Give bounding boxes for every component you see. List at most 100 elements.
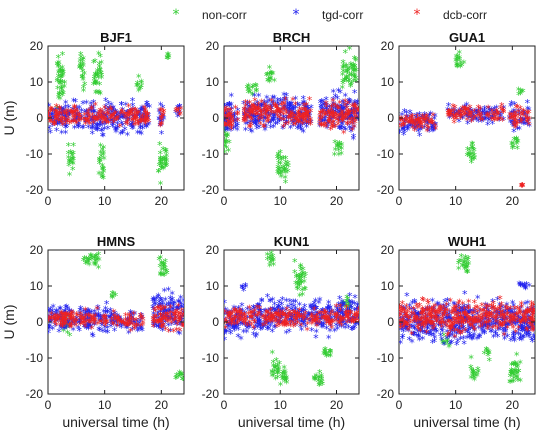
data-point: * bbox=[348, 124, 354, 137]
data-point: * bbox=[247, 97, 253, 110]
data-point: * bbox=[260, 320, 266, 333]
data-point: * bbox=[286, 112, 292, 125]
data-point: * bbox=[97, 325, 103, 338]
data-point: * bbox=[258, 306, 264, 319]
data-point: * bbox=[226, 311, 232, 324]
data-point: * bbox=[97, 110, 103, 123]
data-point: * bbox=[467, 108, 473, 121]
data-point: * bbox=[59, 311, 65, 324]
data-point: * bbox=[314, 312, 320, 325]
data-point: * bbox=[59, 67, 65, 80]
data-point: * bbox=[324, 121, 330, 134]
data-point: * bbox=[446, 312, 452, 325]
data-point: * bbox=[99, 172, 105, 185]
data-point: * bbox=[140, 110, 146, 123]
data-point: * bbox=[482, 110, 488, 123]
data-point: * bbox=[230, 308, 236, 321]
data-point: * bbox=[276, 297, 282, 310]
data-point: * bbox=[160, 298, 166, 311]
data-point: * bbox=[63, 115, 69, 128]
data-point: * bbox=[517, 357, 523, 370]
data-point: * bbox=[449, 106, 455, 119]
data-point: * bbox=[157, 261, 163, 274]
data-point: * bbox=[409, 116, 415, 129]
data-point: * bbox=[86, 317, 92, 330]
data-point: * bbox=[256, 90, 262, 103]
data-point: * bbox=[514, 350, 520, 363]
data-point: * bbox=[124, 107, 130, 120]
data-point: * bbox=[126, 108, 132, 121]
data-point: * bbox=[417, 130, 423, 143]
data-point: * bbox=[420, 115, 426, 128]
data-point: * bbox=[331, 99, 337, 112]
data-point: * bbox=[47, 111, 53, 124]
data-point: * bbox=[344, 109, 350, 122]
data-point: * bbox=[250, 307, 256, 320]
data-point: * bbox=[158, 113, 164, 126]
data-point: * bbox=[465, 327, 471, 340]
data-point: * bbox=[244, 111, 250, 124]
data-point: * bbox=[430, 119, 436, 132]
data-point: * bbox=[77, 114, 83, 127]
data-point: * bbox=[518, 117, 524, 130]
data-point: * bbox=[51, 117, 57, 130]
data-point: * bbox=[334, 309, 340, 322]
data-point: * bbox=[230, 315, 236, 328]
data-point: * bbox=[466, 111, 472, 124]
data-point: * bbox=[413, 311, 419, 324]
data-point: * bbox=[76, 122, 82, 135]
data-point: * bbox=[75, 110, 81, 123]
data-point: * bbox=[486, 115, 492, 128]
data-point: * bbox=[139, 310, 145, 323]
data-point: * bbox=[224, 136, 230, 149]
data-point: * bbox=[291, 312, 297, 325]
data-point: * bbox=[54, 76, 60, 89]
data-point: * bbox=[312, 304, 318, 317]
data-point: * bbox=[354, 311, 360, 324]
data-point: * bbox=[126, 315, 132, 328]
data-point: * bbox=[135, 110, 141, 123]
data-point: * bbox=[344, 292, 350, 305]
data-point: * bbox=[46, 109, 52, 122]
data-point: * bbox=[519, 115, 525, 128]
data-point: * bbox=[228, 313, 234, 326]
data-point: * bbox=[257, 113, 263, 126]
data-point: * bbox=[255, 316, 261, 329]
data-point: * bbox=[282, 366, 288, 379]
data-point: * bbox=[265, 307, 271, 320]
data-point: * bbox=[354, 112, 360, 125]
data-point: * bbox=[282, 309, 288, 322]
data-point: * bbox=[291, 301, 297, 314]
data-point: * bbox=[47, 127, 53, 140]
data-point: * bbox=[293, 114, 299, 127]
data-point: * bbox=[322, 115, 328, 128]
data-point: * bbox=[138, 83, 144, 96]
data-point: * bbox=[303, 105, 309, 118]
data-point: * bbox=[137, 118, 143, 131]
data-point: * bbox=[492, 109, 498, 122]
data-point: * bbox=[530, 303, 536, 316]
data-point: * bbox=[163, 145, 169, 158]
data-point: * bbox=[481, 114, 487, 127]
data-point: * bbox=[318, 376, 324, 389]
data-point: * bbox=[147, 102, 153, 115]
data-point: * bbox=[511, 134, 517, 147]
data-point: * bbox=[263, 101, 269, 114]
data-point: * bbox=[333, 101, 339, 114]
data-point: * bbox=[492, 115, 498, 128]
data-point: * bbox=[80, 66, 86, 79]
data-point: * bbox=[340, 76, 346, 89]
data-point: * bbox=[47, 315, 53, 328]
data-point: * bbox=[267, 62, 273, 75]
data-point: * bbox=[510, 120, 516, 133]
data-point: * bbox=[309, 309, 315, 322]
data-point: * bbox=[254, 105, 260, 118]
data-point: * bbox=[466, 259, 472, 272]
data-point: * bbox=[295, 315, 301, 328]
data-point: * bbox=[65, 309, 71, 322]
data-point: * bbox=[63, 120, 69, 133]
data-point: * bbox=[102, 315, 108, 328]
data-point: * bbox=[169, 289, 175, 302]
data-point: * bbox=[520, 86, 526, 99]
data-point: * bbox=[255, 302, 261, 315]
